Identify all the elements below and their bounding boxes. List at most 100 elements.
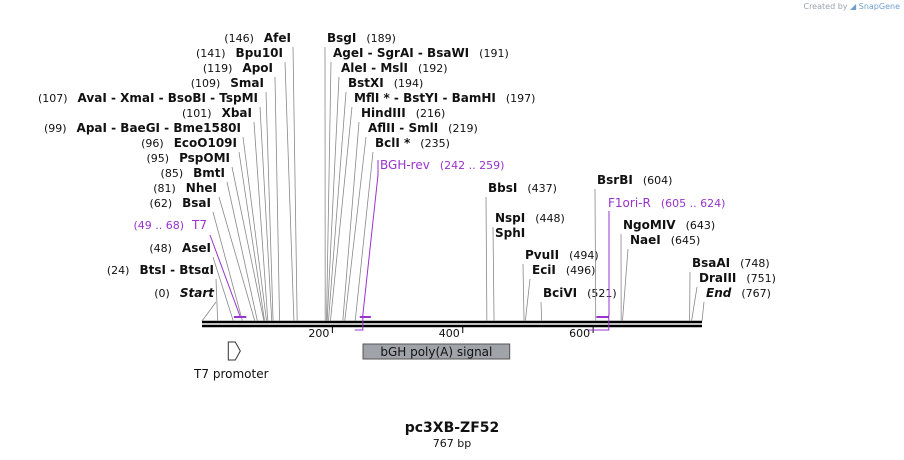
site-leader [292,46,298,322]
site-leader [354,151,374,322]
site-position: (194) [394,77,424,90]
site-position: (119) [203,62,233,75]
primer-name: F1ori-R [608,196,651,210]
site-position: (48) [149,242,172,255]
site-name: SphI [495,226,525,240]
site-leader [259,106,273,322]
primer-range: (242 .. 259) [440,159,505,172]
plasmid-length: 767 bp [432,437,472,450]
site-leader [701,301,705,322]
site-leader [344,136,367,322]
feature-box [362,343,511,360]
plasmid-map: 200 400 600 Start (0) BtsI - BtsαI (24) AseI (48… [38,31,776,381]
site-position: (107) [38,92,68,105]
site-label: SphI [495,226,525,240]
site-label: SmaI [230,76,264,90]
site-leader [231,166,265,322]
tick-label: 200 [308,327,329,340]
site-label: DraIII [699,271,736,285]
site-name: BtsI - BtsαI [139,263,214,277]
site-label: BbsI [488,181,517,195]
site-label: BsgI [327,31,356,45]
site-leader [522,263,525,322]
site-position: (448) [535,212,565,225]
site-leader [330,106,353,322]
site-label: NspI [495,211,525,225]
site-name: SmaI [230,76,264,90]
site-label: ApaI - BaeGI - Bme1580I [77,121,241,135]
site-name: ApoI [242,61,273,75]
site-label: AfeI [264,31,291,45]
site-name: BciVI [543,286,577,300]
site-leader [326,76,340,322]
primer-name: BGH-rev [380,158,430,172]
site-name: BbsI [488,181,517,195]
tick-label: 600 [569,327,590,340]
site-label: BsaAI [692,256,730,270]
site-label: BsrBI [597,173,633,187]
site-label: EcoO109I [174,136,237,150]
site-leader [594,188,597,322]
site-position: (235) [420,137,450,150]
site-position: (96) [141,137,164,150]
site-position: (191) [479,47,509,60]
site-position: (189) [366,32,396,45]
site-label: AseI [182,241,211,255]
site-leader [485,196,488,322]
site-name: BclI * [375,136,411,150]
feature-label: T7 promoter [193,367,269,381]
site-name: ApaI - BaeGI - Bme1580I [77,121,241,135]
site-name: HindIII [361,106,406,120]
site-position: (81) [153,182,176,195]
site-name: AflII - SmlI [368,121,438,135]
site-leader [212,211,243,322]
site-label: NheI [186,181,217,195]
snapgene-credit: Created by ◢ SnapGene [803,2,900,11]
site-name: BsrBI [597,173,633,187]
site-position: (95) [146,152,169,165]
site-label: BciVI [543,286,577,300]
primer-leader [209,234,241,317]
site-position: (643) [686,219,716,232]
site-label: XbaI [222,106,252,120]
site-label: Bpu10I [236,46,283,60]
site-name: PspOMI [179,151,230,165]
site-label: ApoI [242,61,273,75]
credit-prefix: Created by [803,2,848,11]
site-label: HindIII [361,106,406,120]
site-label: End [706,286,732,300]
site-name: NheI [186,181,217,195]
site-label: AleI - MslI [341,61,408,75]
site-position: (24) [107,264,130,277]
site-label: BstXI [348,76,384,90]
snapgene-logo-icon: ◢ [850,2,857,11]
site-name: BsaI [182,196,211,210]
site-position: (85) [161,167,184,180]
site-leader [215,278,219,322]
site-leader [265,91,274,322]
site-leader [201,301,217,322]
site-label: NgoMIV [623,218,676,232]
site-name: BsgI [327,31,356,45]
site-leader [328,91,347,322]
primer-leader [354,160,379,331]
site-label: AgeI - SgrAI - BsaWI [333,46,469,60]
site-label: AvaI - XmaI - BsoBI - TspMI [78,91,258,105]
site-name: AleI - MslI [341,61,408,75]
primer-leader [588,211,610,331]
site-label: Start [180,286,215,300]
site-leader [274,76,280,322]
plasmid-name: pc3XB-ZF52 [404,420,500,436]
site-leader [212,256,234,322]
site-name: NspI [495,211,525,225]
site-position: (748) [740,257,770,270]
site-leader [691,286,698,322]
site-name: EciI [532,263,556,277]
site-position: (99) [44,122,67,135]
site-label: BtsI - BtsαI [139,263,214,277]
site-position: (494) [569,249,599,262]
site-position: (192) [418,62,448,75]
site-name: BmtI [193,166,225,180]
site-position: (101) [182,107,212,120]
site-leader [342,121,360,322]
